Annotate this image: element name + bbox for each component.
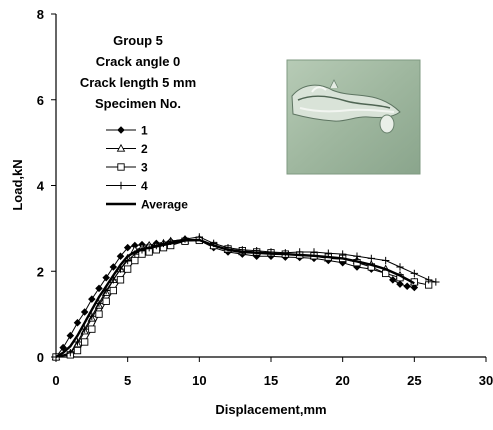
data-point <box>102 297 110 305</box>
data-point <box>66 349 75 357</box>
data-point <box>66 331 75 340</box>
data-point <box>109 286 117 295</box>
annotation-group: Group 5 <box>113 33 163 48</box>
x-tick-label: 15 <box>264 373 278 388</box>
data-point <box>403 282 411 291</box>
data-point <box>116 252 125 261</box>
y-tick-label: 4 <box>37 179 45 194</box>
data-point <box>95 284 103 293</box>
legend-swatch-marker <box>116 143 126 152</box>
legend: 1 2 3 4 Average <box>106 124 188 212</box>
y-tick-label: 2 <box>37 264 44 279</box>
y-ticks: 0 2 4 6 8 <box>37 7 56 365</box>
x-tick-label: 30 <box>479 373 493 388</box>
y-axis-title: Load,kN <box>10 159 25 210</box>
y-tick-label: 8 <box>37 7 44 22</box>
data-point <box>424 276 433 284</box>
specimen-crack-photo <box>286 59 421 175</box>
data-point <box>123 243 132 252</box>
data-point <box>432 278 440 286</box>
x-ticks: 0 5 10 15 20 25 30 <box>52 357 493 388</box>
annotation-crack-angle: Crack angle 0 <box>96 54 181 69</box>
data-point <box>396 280 404 288</box>
data-point <box>109 263 118 271</box>
data-point <box>367 254 376 263</box>
legend-swatch-marker <box>117 126 125 134</box>
data-point <box>59 343 67 352</box>
x-tick-label: 5 <box>124 373 131 388</box>
data-point <box>88 325 96 333</box>
data-point <box>116 276 125 284</box>
data-point <box>73 318 82 327</box>
data-point <box>410 283 419 292</box>
x-tick-label: 25 <box>407 373 421 388</box>
series-average <box>55 238 415 359</box>
legend-swatch-marker <box>117 163 125 171</box>
data-point <box>81 338 89 346</box>
data-point <box>310 248 318 256</box>
y-tick-label: 0 <box>37 350 44 365</box>
series-line-average <box>55 238 415 359</box>
series-layer <box>51 233 440 361</box>
annotation-crack-length: Crack length 5 mm <box>80 75 196 90</box>
data-point <box>396 263 404 271</box>
series-2 <box>51 234 419 361</box>
legend-label: 2 <box>141 142 148 156</box>
legend-label: 4 <box>141 179 148 193</box>
data-point <box>338 250 347 258</box>
data-point <box>389 276 397 284</box>
x-axis-title: Displacement,mm <box>215 402 326 417</box>
data-point <box>73 346 82 355</box>
annotation-specimen-no: Specimen No. <box>95 96 181 111</box>
data-point <box>324 249 333 257</box>
data-point <box>131 256 139 265</box>
data-point <box>410 269 419 278</box>
data-point <box>73 338 82 346</box>
data-point <box>381 256 390 265</box>
data-point <box>124 265 132 273</box>
data-point <box>80 308 89 316</box>
data-point <box>88 295 96 303</box>
legend-label: Average <box>141 198 188 212</box>
legend-label: 3 <box>141 161 148 175</box>
legend-swatch-marker <box>117 181 125 190</box>
x-tick-label: 20 <box>335 373 349 388</box>
data-point <box>102 273 110 282</box>
y-tick-label: 6 <box>37 93 44 108</box>
x-tick-label: 0 <box>52 373 59 388</box>
legend-label: 1 <box>141 124 148 138</box>
data-point <box>95 310 103 318</box>
x-tick-label: 10 <box>192 373 206 388</box>
data-point <box>353 252 361 260</box>
